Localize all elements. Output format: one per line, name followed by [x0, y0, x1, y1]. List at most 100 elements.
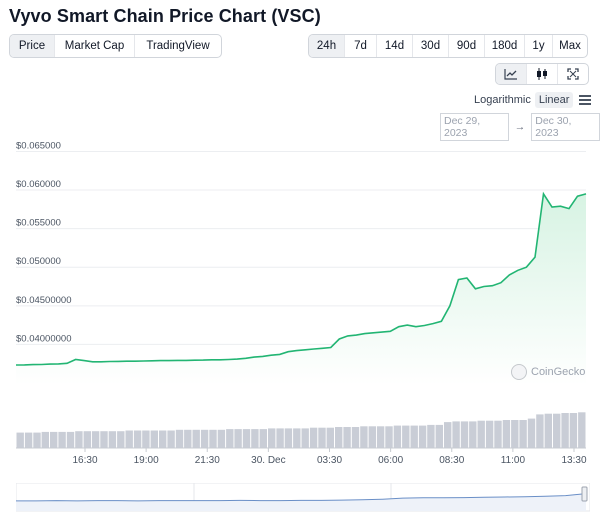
x-tick-label: 30. Dec [251, 455, 285, 466]
volume-bar [16, 432, 24, 448]
line-chart-button[interactable] [496, 64, 527, 84]
candlestick-icon [537, 68, 547, 80]
volume-bar [75, 431, 83, 448]
volume-bar [217, 429, 226, 448]
range-navigator[interactable]: Nov '23Dec '23 [16, 483, 590, 517]
volume-bar [460, 421, 469, 448]
volume-bar [536, 414, 544, 448]
x-tick-label: 19:00 [134, 455, 159, 466]
metric-tabs: Price Market Cap TradingView [9, 34, 222, 58]
line-chart-icon [504, 69, 517, 80]
tab-tradingview[interactable]: TradingView [146, 40, 210, 52]
volume-bar [511, 420, 519, 448]
volume-bar [544, 413, 552, 448]
volume-bar [66, 431, 75, 448]
volume-bar [569, 413, 578, 448]
page-title: Vyvo Smart Chain Price Chart (VSC) [9, 6, 321, 26]
volume-bar [117, 431, 125, 448]
volume-bar [50, 431, 58, 448]
scale-selector: Logarithmic Linear [470, 92, 592, 108]
candlestick-button[interactable] [527, 64, 558, 84]
date-range: Dec 29, 2023 → Dec 30, 2023 [440, 113, 600, 141]
volume-bar [318, 427, 326, 448]
volume-bar [41, 431, 49, 448]
coingecko-logo-icon [511, 364, 527, 380]
volume-bar [133, 430, 142, 448]
volume-bar [477, 420, 485, 448]
volume-bar [268, 428, 276, 448]
volume-bar [402, 425, 410, 448]
volume-bar [427, 424, 435, 448]
tab-price[interactable]: Price [10, 35, 55, 57]
tab-market-cap[interactable]: Market Cap [55, 35, 135, 57]
fullscreen-button[interactable] [558, 64, 588, 84]
volume-bar [368, 426, 376, 448]
volume-bar [284, 428, 293, 448]
volume-bar [251, 429, 259, 448]
range-1y[interactable]: 1y [525, 35, 553, 57]
navigator-line [16, 493, 587, 502]
hamburger-menu-icon[interactable] [579, 95, 592, 105]
range-90d[interactable]: 90d [449, 35, 485, 57]
range-max[interactable]: Max [559, 40, 581, 52]
range-7d[interactable]: 7d [345, 35, 377, 57]
volume-bar [385, 426, 393, 448]
y-tick-label: $0.050000 [16, 256, 61, 267]
price-area [16, 193, 586, 385]
volume-bar [226, 429, 234, 448]
volume-bar [276, 428, 284, 448]
volume-bar [335, 427, 343, 448]
scale-linear[interactable]: Linear [534, 92, 574, 108]
volume-bar [553, 413, 561, 448]
x-tick-label: 21:30 [195, 455, 220, 466]
volume-bar [444, 422, 452, 448]
volume-bar [376, 426, 385, 448]
navigator-handle[interactable] [581, 486, 588, 502]
volume-bar [200, 429, 209, 448]
volume-bar [293, 428, 301, 448]
arrow-right-icon: → [514, 121, 526, 133]
date-to-input[interactable]: Dec 30, 2023 [531, 113, 600, 141]
volume-bar [24, 432, 33, 448]
range-30d[interactable]: 30d [413, 35, 449, 57]
volume-bar [242, 429, 251, 448]
coingecko-watermark: CoinGecko [511, 364, 585, 380]
volume-bar [125, 430, 133, 448]
volume-bar [343, 427, 351, 448]
volume-bar [485, 420, 494, 448]
volume-bar [150, 430, 158, 448]
volume-bar [259, 429, 267, 448]
volume-bar [393, 425, 402, 448]
volume-bar [234, 429, 242, 448]
volume-bar [167, 430, 175, 448]
volume-bar [435, 424, 443, 448]
range-14d[interactable]: 14d [377, 35, 413, 57]
volume-bar [301, 428, 309, 448]
volume-bar [519, 420, 527, 448]
date-from-input[interactable]: Dec 29, 2023 [440, 113, 509, 141]
volume-bar [527, 418, 536, 448]
volume-bar [192, 429, 200, 448]
volume-bar [502, 420, 511, 448]
volume-bar [33, 432, 41, 448]
scale-logarithmic[interactable]: Logarithmic [474, 94, 531, 106]
volume-bar [108, 431, 117, 448]
volume-bar [326, 427, 334, 448]
x-tick-label: 16:30 [72, 455, 97, 466]
volume-bar [410, 425, 418, 448]
range-24h[interactable]: 24h [309, 35, 345, 57]
volume-bar [494, 420, 502, 448]
volume-bar [175, 429, 184, 448]
y-tick-label: $0.04500000 [16, 295, 71, 306]
volume-bar [418, 425, 427, 448]
x-tick-label: 08:30 [439, 455, 464, 466]
range-180d[interactable]: 180d [485, 35, 525, 57]
price-line [15, 191, 587, 366]
volume-bar [360, 426, 368, 448]
volume-bar [91, 431, 100, 448]
x-tick-label: 03:30 [317, 455, 342, 466]
volume-bar [469, 421, 477, 448]
watermark-text: CoinGecko [531, 366, 586, 378]
price-chart[interactable]: $0.065000 $0.060000 $0.055000 $0.050000 $0.0… [0, 130, 600, 470]
volume-bar [159, 430, 167, 448]
